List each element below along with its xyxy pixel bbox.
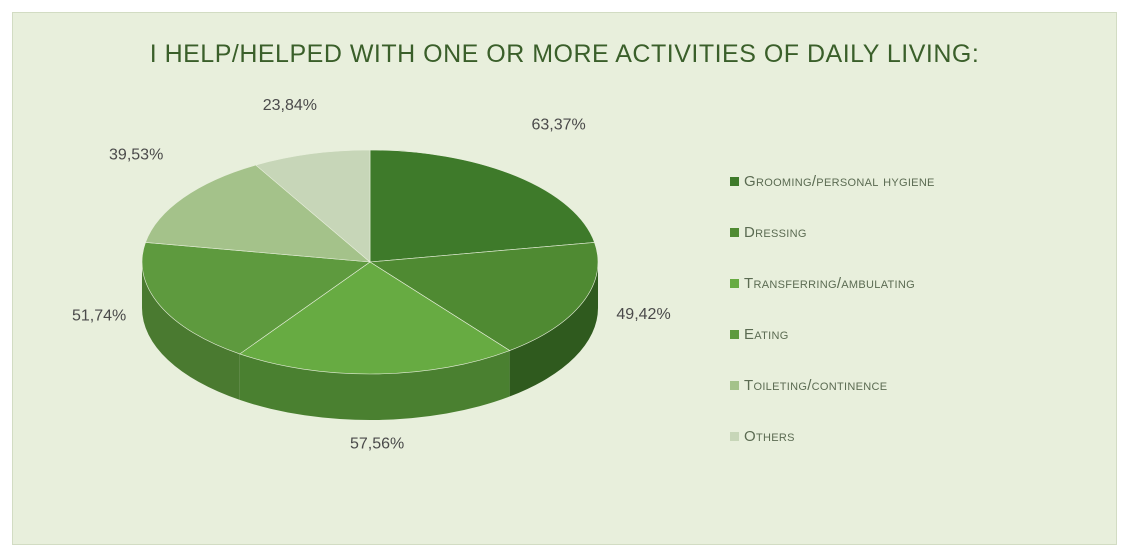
legend: Grooming/personal hygiene Dressing Transfe… xyxy=(730,168,935,474)
legend-label: Eating xyxy=(744,325,789,343)
legend-swatch xyxy=(730,176,739,186)
chart-title: I HELP/HELPED WITH ONE OR MORE ACTIVITIE… xyxy=(149,40,980,68)
pie-side-eating xyxy=(142,262,240,400)
data-label-eating: 51,74% xyxy=(72,307,126,324)
legend-swatch xyxy=(730,278,739,288)
pie-side-transferring-ambulating xyxy=(239,350,510,420)
data-label-transferring-ambulating: 57,56% xyxy=(350,436,404,453)
legend-label: Grooming/personal hygiene xyxy=(744,172,935,190)
pie-slice-transferring-ambulating xyxy=(239,261,511,375)
legend-label: Toileting/continence xyxy=(744,376,888,394)
legend-item-eating: Eating xyxy=(730,321,935,347)
data-label-others: 23,84% xyxy=(263,97,317,114)
data-label-grooming-personal-hygiene: 63,37% xyxy=(532,116,586,133)
legend-item-others: Others xyxy=(730,423,935,449)
legend-label: Transferring/ambulating xyxy=(744,274,915,292)
legend-item-transferring-ambulating: Transferring/ambulating xyxy=(730,270,935,296)
legend-label: Dressing xyxy=(744,223,807,241)
legend-swatch xyxy=(730,431,739,441)
pie-slice-others xyxy=(255,149,371,263)
legend-swatch xyxy=(730,227,739,237)
pie-slice-toileting-continence xyxy=(145,164,371,263)
legend-swatch xyxy=(730,380,739,390)
legend-label: Others xyxy=(744,427,795,445)
pie-side-dressing xyxy=(509,262,598,397)
legend-item-dressing: Dressing xyxy=(730,219,935,245)
legend-item-grooming-personal-hygiene: Grooming/personal hygiene xyxy=(730,168,935,194)
pie-slice-grooming-personal-hygiene xyxy=(369,149,595,263)
legend-item-toileting-continence: Toileting/continence xyxy=(730,372,935,398)
pie-slice-dressing xyxy=(369,242,599,351)
pie-slice-eating xyxy=(141,242,371,355)
data-label-toileting-continence: 39,53% xyxy=(109,147,163,164)
data-label-dressing: 49,42% xyxy=(616,306,670,323)
legend-swatch xyxy=(730,329,739,339)
